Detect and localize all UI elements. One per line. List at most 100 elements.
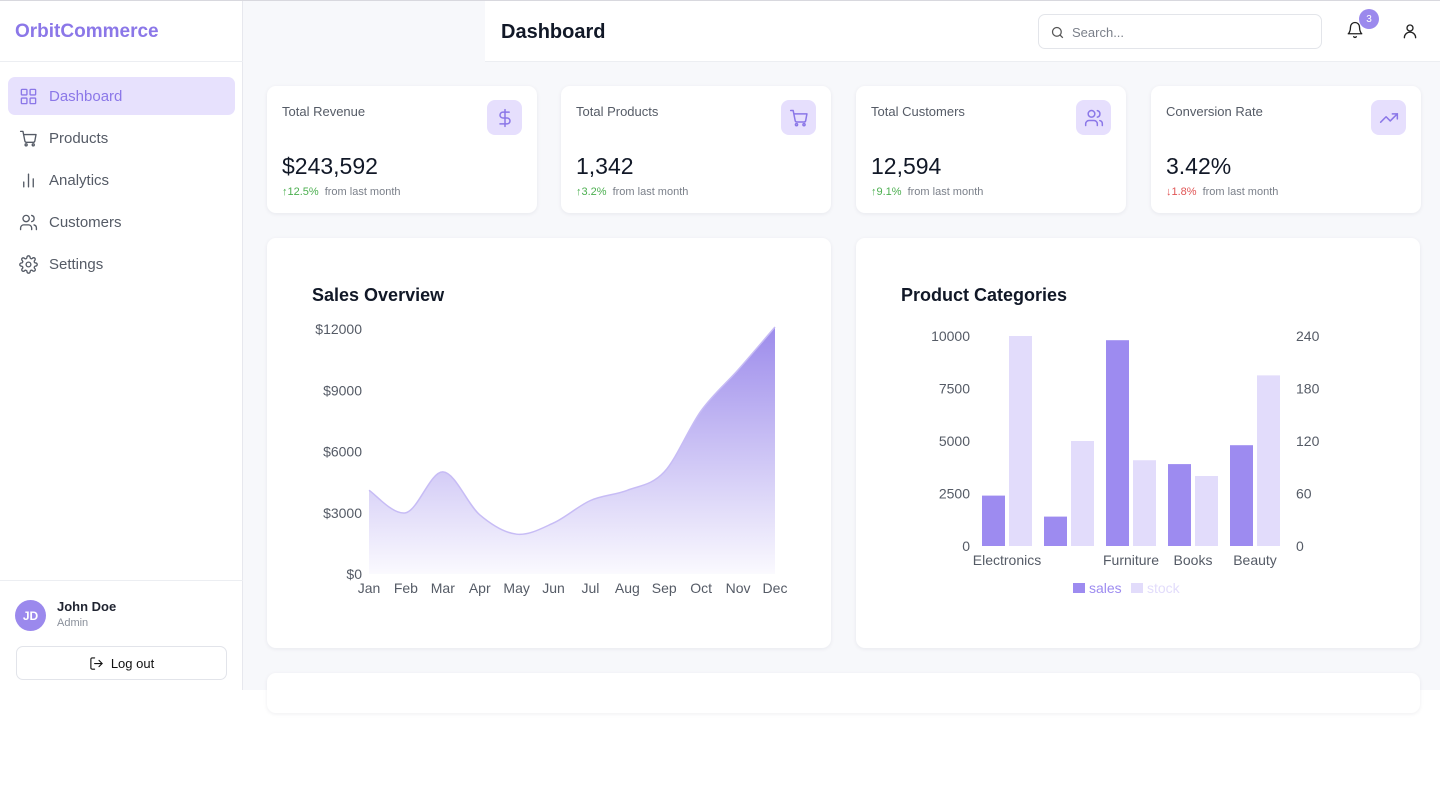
- y-right-tick-label: 120: [1296, 433, 1320, 449]
- dollar-icon: [498, 108, 511, 127]
- y-left-tick-label: 5000: [939, 433, 970, 449]
- trending-up-icon: [1379, 112, 1398, 123]
- stat-title: Total Revenue: [282, 104, 366, 119]
- x-axis-tick-label: Sep: [652, 580, 677, 596]
- x-axis-tick-label: Beauty: [1233, 552, 1277, 568]
- stat-change-note: from last month: [1202, 186, 1279, 198]
- x-axis-tick-label: Feb: [394, 580, 418, 596]
- product-categories-card: Product Categories 0 2500 5000 7500 10000 0 60…: [856, 238, 1420, 648]
- brand-logo[interactable]: OrbitCommerce: [15, 21, 159, 42]
- gear-icon: [19, 254, 38, 274]
- x-axis-tick-label: Jan: [358, 580, 381, 596]
- logout-icon: [90, 656, 103, 670]
- topbar: Dashboard 3: [485, 1, 1440, 62]
- x-axis-tick-label: Furniture: [1103, 552, 1159, 568]
- cart-icon: [789, 109, 808, 127]
- sidebar-item-products[interactable]: Products: [8, 119, 235, 157]
- user-role: Admin: [57, 617, 89, 629]
- stat-card-revenue: Total Revenue $243,592 ↑12.5% from last m…: [267, 86, 537, 213]
- bar-sales: [1106, 340, 1129, 546]
- y-axis-tick-label: $6000: [323, 444, 362, 460]
- bell-icon: [1347, 21, 1363, 39]
- stat-value: 3.42%: [1166, 153, 1232, 179]
- stat-value: $243,592: [282, 153, 378, 179]
- sidebar-item-label: Products: [49, 129, 109, 147]
- notification-badge: 3: [1359, 9, 1379, 29]
- bar-stock: [1071, 441, 1094, 546]
- user-name: John Doe: [57, 599, 117, 614]
- product-categories-chart[interactable]: 0 2500 5000 7500 10000 0 60 120 180 240 Electronic…: [856, 238, 1420, 648]
- stat-icon-box: [1371, 100, 1406, 135]
- bar-sales: [1168, 464, 1191, 546]
- logout-label: Log out: [110, 655, 155, 671]
- notifications-button[interactable]: [1346, 21, 1366, 41]
- bar-sales: [982, 495, 1005, 546]
- y-right-tick-label: 60: [1296, 486, 1312, 502]
- stat-change-value: 1.8%: [1171, 186, 1197, 198]
- y-right-tick-label: 240: [1296, 328, 1320, 344]
- stat-change-note: from last month: [324, 186, 401, 198]
- bar-stock: [1133, 460, 1156, 546]
- stat-change: ↑9.1% from last month: [871, 186, 983, 198]
- user-icon: [1403, 24, 1417, 39]
- page-title: Dashboard: [501, 21, 606, 43]
- y-left-tick-label: 10000: [931, 328, 970, 344]
- stat-change-value: 9.1%: [876, 186, 902, 198]
- arrow-up-icon: ↑: [576, 186, 582, 198]
- sidebar-item-settings[interactable]: Settings: [8, 245, 235, 283]
- legend-label: stock: [1147, 580, 1181, 596]
- chart-title: Sales Overview: [312, 285, 445, 305]
- chart-title: Product Categories: [901, 285, 1068, 305]
- stat-change-value: 3.2%: [581, 186, 607, 198]
- stat-change: ↑12.5% from last month: [282, 186, 401, 198]
- y-axis-tick-label: $12000: [315, 321, 362, 337]
- sales-area-chart[interactable]: $0 $3000 $6000 $9000 $12000 Jan Feb Mar Apr May Ju…: [267, 238, 831, 648]
- sidebar-divider: [0, 61, 243, 62]
- stat-title: Conversion Rate: [1166, 104, 1263, 119]
- bar-sales: [1230, 445, 1253, 546]
- bar-chart-icon: [23, 172, 34, 188]
- bar-stock: [1195, 476, 1218, 546]
- logout-button[interactable]: Log out: [16, 646, 227, 680]
- stat-change: ↑3.2% from last month: [576, 186, 688, 198]
- sidebar-item-customers[interactable]: Customers: [8, 203, 235, 241]
- profile-button[interactable]: [1401, 22, 1421, 42]
- sidebar-item-dashboard[interactable]: Dashboard: [8, 77, 235, 115]
- x-axis-tick-label: Electronics: [973, 552, 1041, 568]
- legend-swatch: [1131, 583, 1143, 593]
- x-axis-tick-label: Nov: [726, 580, 751, 596]
- avatar[interactable]: JD: [15, 600, 46, 631]
- y-left-tick-label: 2500: [939, 486, 970, 502]
- sales-line: [368, 326, 776, 536]
- stat-change-note: from last month: [612, 186, 689, 198]
- sidebar-item-analytics[interactable]: Analytics: [8, 161, 235, 199]
- x-axis-tick-label: Aug: [615, 580, 640, 596]
- stat-card-conversion: Conversion Rate 3.42% ↓1.8% from last mon…: [1151, 86, 1421, 213]
- bottom-card: [267, 673, 1420, 713]
- stat-icon-box: [781, 100, 816, 135]
- app-shell: OrbitCommerce Dashboard Products Analyti…: [0, 0, 1440, 690]
- sidebar-item-label: Dashboard: [49, 87, 123, 105]
- x-axis-tick-label: Jun: [542, 580, 565, 596]
- x-axis-tick-label: Books: [1174, 552, 1213, 568]
- y-left-tick-label: 0: [962, 538, 970, 554]
- x-axis-tick-label: May: [503, 580, 529, 596]
- sidebar-item-label: Analytics: [49, 171, 110, 189]
- stat-value: 12,594: [871, 153, 942, 179]
- y-right-tick-label: 0: [1296, 538, 1304, 554]
- y-right-tick-label: 180: [1296, 381, 1320, 397]
- x-axis-tick-label: Apr: [469, 580, 491, 596]
- sales-area: [369, 326, 775, 574]
- stat-value: 1,342: [576, 153, 634, 179]
- search-box[interactable]: [1038, 14, 1322, 49]
- stat-title: Total Products: [576, 104, 659, 119]
- search-icon: [1051, 26, 1064, 39]
- x-axis-tick-label: Jul: [582, 580, 600, 596]
- arrow-up-icon: ↑: [282, 186, 288, 198]
- arrow-up-icon: ↑: [871, 186, 877, 198]
- legend-swatch: [1073, 583, 1085, 593]
- stat-card-customers: Total Customers 12,594 ↑9.1% from last mo…: [856, 86, 1126, 213]
- y-axis-tick-label: $0: [346, 566, 362, 582]
- search-input[interactable]: [1072, 22, 1302, 42]
- bar-stock: [1009, 336, 1032, 546]
